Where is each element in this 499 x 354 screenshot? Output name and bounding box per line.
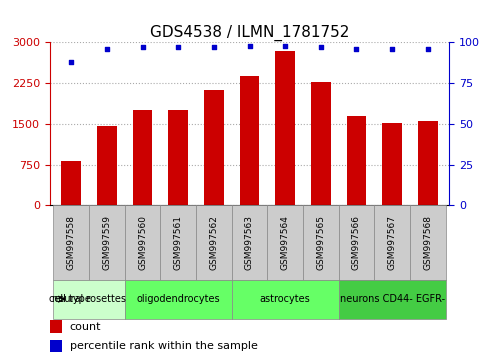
Text: neural rosettes: neural rosettes xyxy=(52,294,126,304)
Text: GSM997567: GSM997567 xyxy=(388,215,397,270)
Point xyxy=(388,46,396,52)
Text: GSM997562: GSM997562 xyxy=(210,215,219,270)
Bar xyxy=(311,81,330,205)
Point xyxy=(281,43,289,48)
FancyBboxPatch shape xyxy=(125,205,160,280)
Text: GSM997563: GSM997563 xyxy=(245,215,254,270)
Point xyxy=(139,45,147,50)
Point xyxy=(352,46,360,52)
Text: astrocytes: astrocytes xyxy=(260,294,310,304)
Text: cell type: cell type xyxy=(49,294,91,304)
FancyBboxPatch shape xyxy=(339,205,374,280)
Text: GSM997560: GSM997560 xyxy=(138,215,147,270)
Text: oligodendrocytes: oligodendrocytes xyxy=(136,294,220,304)
Bar xyxy=(61,161,81,205)
Text: GSM997566: GSM997566 xyxy=(352,215,361,270)
FancyBboxPatch shape xyxy=(267,205,303,280)
Point xyxy=(210,45,218,50)
Bar xyxy=(418,121,438,205)
Text: neurons CD44- EGFR-: neurons CD44- EGFR- xyxy=(339,294,445,304)
FancyBboxPatch shape xyxy=(410,205,446,280)
Bar xyxy=(97,126,117,205)
Bar xyxy=(169,110,188,205)
FancyBboxPatch shape xyxy=(125,280,232,319)
Bar xyxy=(50,340,62,352)
FancyBboxPatch shape xyxy=(160,205,196,280)
FancyBboxPatch shape xyxy=(374,205,410,280)
FancyBboxPatch shape xyxy=(339,280,446,319)
Title: GDS4538 / ILMN_1781752: GDS4538 / ILMN_1781752 xyxy=(150,25,349,41)
Bar xyxy=(275,51,295,205)
Text: count: count xyxy=(70,322,101,332)
Point xyxy=(174,45,182,50)
Text: GSM997568: GSM997568 xyxy=(423,215,432,270)
Bar xyxy=(382,123,402,205)
Text: GSM997564: GSM997564 xyxy=(280,215,289,270)
FancyBboxPatch shape xyxy=(303,205,339,280)
Text: percentile rank within the sample: percentile rank within the sample xyxy=(70,341,258,351)
Point xyxy=(246,43,253,48)
FancyBboxPatch shape xyxy=(89,205,125,280)
Bar xyxy=(240,76,259,205)
Bar xyxy=(50,320,62,333)
Bar xyxy=(133,110,152,205)
FancyBboxPatch shape xyxy=(53,280,125,319)
Point xyxy=(103,46,111,52)
Text: GSM997559: GSM997559 xyxy=(102,215,111,270)
Text: GSM997561: GSM997561 xyxy=(174,215,183,270)
Point xyxy=(317,45,325,50)
FancyBboxPatch shape xyxy=(53,205,89,280)
FancyBboxPatch shape xyxy=(232,205,267,280)
Bar xyxy=(347,116,366,205)
Point xyxy=(67,59,75,65)
Text: GSM997565: GSM997565 xyxy=(316,215,325,270)
FancyBboxPatch shape xyxy=(196,205,232,280)
Bar xyxy=(204,90,224,205)
Text: GSM997558: GSM997558 xyxy=(67,215,76,270)
FancyBboxPatch shape xyxy=(232,280,339,319)
Point xyxy=(424,46,432,52)
